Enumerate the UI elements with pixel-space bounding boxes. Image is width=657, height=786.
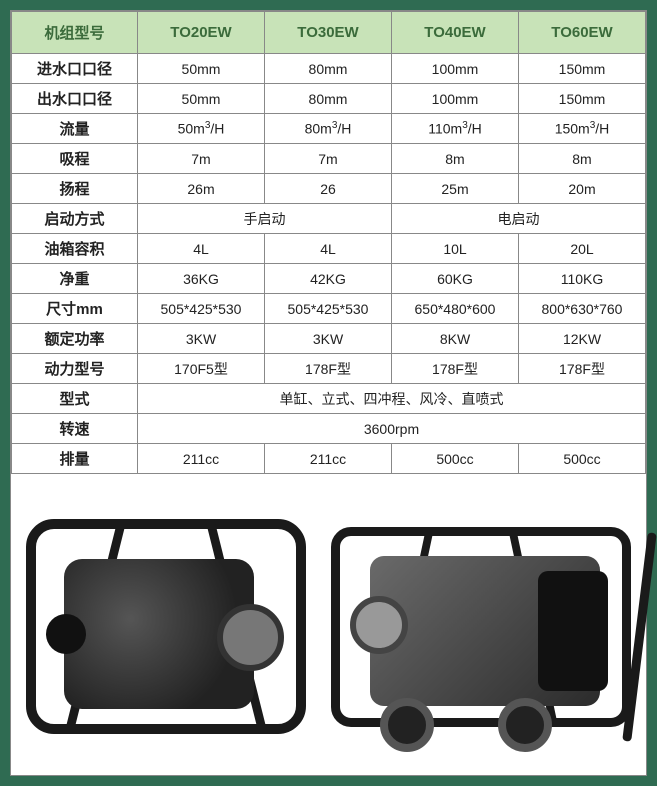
cell: 505*425*530 bbox=[265, 294, 392, 324]
table-row: 额定功率3KW3KW8KW12KW bbox=[12, 324, 646, 354]
cell: 50m3/H bbox=[138, 114, 265, 144]
cell: 505*425*530 bbox=[138, 294, 265, 324]
table-row: 尺寸mm505*425*530505*425*530650*480*600800… bbox=[12, 294, 646, 324]
header-col-1: TO20EW bbox=[138, 12, 265, 54]
cell: 178F型 bbox=[392, 354, 519, 384]
cell: 100mm bbox=[392, 84, 519, 114]
cell: 8KW bbox=[392, 324, 519, 354]
row-label: 启动方式 bbox=[12, 204, 138, 234]
table-row: 油箱容积4L4L10L20L bbox=[12, 234, 646, 264]
cell: 20m bbox=[519, 174, 646, 204]
cell: 110KG bbox=[519, 264, 646, 294]
cell: 手启动 bbox=[138, 204, 392, 234]
row-label: 尺寸mm bbox=[12, 294, 138, 324]
cell: 110m3/H bbox=[392, 114, 519, 144]
cell: 150m3/H bbox=[519, 114, 646, 144]
row-label: 出水口口径 bbox=[12, 84, 138, 114]
cell: 800*630*760 bbox=[519, 294, 646, 324]
cell: 3600rpm bbox=[138, 414, 646, 444]
cell: 4L bbox=[265, 234, 392, 264]
table-row: 流量50m3/H80m3/H110m3/H150m3/H bbox=[12, 114, 646, 144]
row-label: 油箱容积 bbox=[12, 234, 138, 264]
cell: 25m bbox=[392, 174, 519, 204]
cell: 211cc bbox=[265, 444, 392, 474]
table-row: 启动方式手启动电启动 bbox=[12, 204, 646, 234]
table-row: 转速3600rpm bbox=[12, 414, 646, 444]
row-label: 流量 bbox=[12, 114, 138, 144]
table-row: 出水口口径50mm80mm100mm150mm bbox=[12, 84, 646, 114]
cell: 10L bbox=[392, 234, 519, 264]
row-label: 排量 bbox=[12, 444, 138, 474]
cell: 电启动 bbox=[392, 204, 646, 234]
cell: 20L bbox=[519, 234, 646, 264]
cell: 170F5型 bbox=[138, 354, 265, 384]
row-label: 进水口口径 bbox=[12, 54, 138, 84]
product-image-1 bbox=[26, 519, 306, 734]
cell: 26m bbox=[138, 174, 265, 204]
row-label: 动力型号 bbox=[12, 354, 138, 384]
cell: 3KW bbox=[265, 324, 392, 354]
cell: 50mm bbox=[138, 84, 265, 114]
row-label: 吸程 bbox=[12, 144, 138, 174]
table-row: 吸程7m7m8m8m bbox=[12, 144, 646, 174]
cell: 178F型 bbox=[265, 354, 392, 384]
cell: 80m3/H bbox=[265, 114, 392, 144]
table-row: 进水口口径50mm80mm100mm150mm bbox=[12, 54, 646, 84]
cell: 26 bbox=[265, 174, 392, 204]
cell: 150mm bbox=[519, 54, 646, 84]
row-label: 转速 bbox=[12, 414, 138, 444]
header-col-3: TO40EW bbox=[392, 12, 519, 54]
cell: 8m bbox=[519, 144, 646, 174]
table-row: 排量211cc211cc500cc500cc bbox=[12, 444, 646, 474]
cell: 80mm bbox=[265, 54, 392, 84]
row-label: 净重 bbox=[12, 264, 138, 294]
table-row: 净重36KG42KG60KG110KG bbox=[12, 264, 646, 294]
cell: 4L bbox=[138, 234, 265, 264]
row-label: 型式 bbox=[12, 384, 138, 414]
cell: 100mm bbox=[392, 54, 519, 84]
cell: 500cc bbox=[392, 444, 519, 474]
cell: 178F型 bbox=[519, 354, 646, 384]
cell: 500cc bbox=[519, 444, 646, 474]
header-col-2: TO30EW bbox=[265, 12, 392, 54]
cell: 7m bbox=[138, 144, 265, 174]
table-row: 扬程26m2625m20m bbox=[12, 174, 646, 204]
cell: 36KG bbox=[138, 264, 265, 294]
product-images bbox=[11, 474, 646, 775]
page: 机组型号 TO20EW TO30EW TO40EW TO60EW 进水口口径50… bbox=[10, 10, 647, 776]
cell: 650*480*600 bbox=[392, 294, 519, 324]
spec-table: 机组型号 TO20EW TO30EW TO40EW TO60EW 进水口口径50… bbox=[11, 11, 646, 474]
header-row: 机组型号 TO20EW TO30EW TO40EW TO60EW bbox=[12, 12, 646, 54]
cell: 211cc bbox=[138, 444, 265, 474]
table-row: 动力型号170F5型178F型178F型178F型 bbox=[12, 354, 646, 384]
row-label: 额定功率 bbox=[12, 324, 138, 354]
cell: 42KG bbox=[265, 264, 392, 294]
cell: 50mm bbox=[138, 54, 265, 84]
cell: 3KW bbox=[138, 324, 265, 354]
cell: 12KW bbox=[519, 324, 646, 354]
table-row: 型式单缸、立式、四冲程、风冷、直喷式 bbox=[12, 384, 646, 414]
cell: 150mm bbox=[519, 84, 646, 114]
product-image-2 bbox=[331, 527, 631, 727]
cell: 单缸、立式、四冲程、风冷、直喷式 bbox=[138, 384, 646, 414]
cell: 80mm bbox=[265, 84, 392, 114]
cell: 8m bbox=[392, 144, 519, 174]
cell: 7m bbox=[265, 144, 392, 174]
header-model-label: 机组型号 bbox=[12, 12, 138, 54]
row-label: 扬程 bbox=[12, 174, 138, 204]
cell: 60KG bbox=[392, 264, 519, 294]
header-col-4: TO60EW bbox=[519, 12, 646, 54]
